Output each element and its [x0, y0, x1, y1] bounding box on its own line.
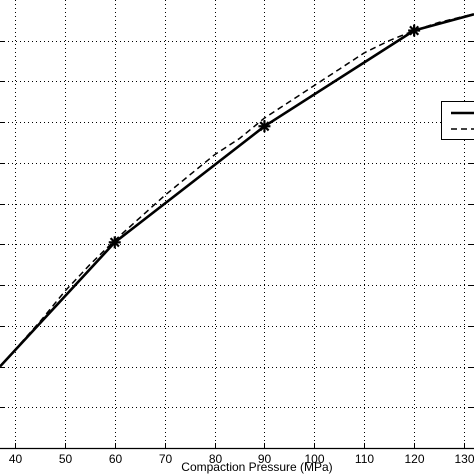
grid — [0, 0, 474, 448]
legend — [441, 101, 474, 140]
x-tick-label: 80 — [209, 452, 223, 466]
x-tick-label: 120 — [404, 452, 424, 466]
x-tick-labels: 40 50 60 70 80 90 100 110 120 130 — [9, 452, 474, 466]
marker-stroke — [109, 237, 120, 248]
legend-box — [441, 101, 474, 140]
x-axis-title: Compaction Pressure (MPa) — [181, 460, 332, 474]
series-line-solid — [0, 13, 474, 368]
x-tick-label: 130 — [454, 452, 474, 466]
x-tick-label: 100 — [304, 452, 324, 466]
axes — [0, 41, 474, 450]
x-tick-label: 110 — [355, 452, 374, 466]
x-tick-label: 40 — [9, 452, 23, 466]
marker-stroke — [409, 25, 420, 36]
series-marker — [108, 236, 121, 249]
series-group — [0, 13, 474, 368]
x-tick-label: 60 — [109, 452, 123, 466]
x-tick-label: 50 — [59, 452, 73, 466]
series-marker — [408, 24, 421, 37]
x-tick-label: 70 — [159, 452, 173, 466]
series-line-dashed — [0, 13, 474, 367]
series-marker — [258, 120, 271, 133]
marker-stroke — [259, 121, 270, 132]
x-tick-label: 90 — [258, 452, 272, 466]
